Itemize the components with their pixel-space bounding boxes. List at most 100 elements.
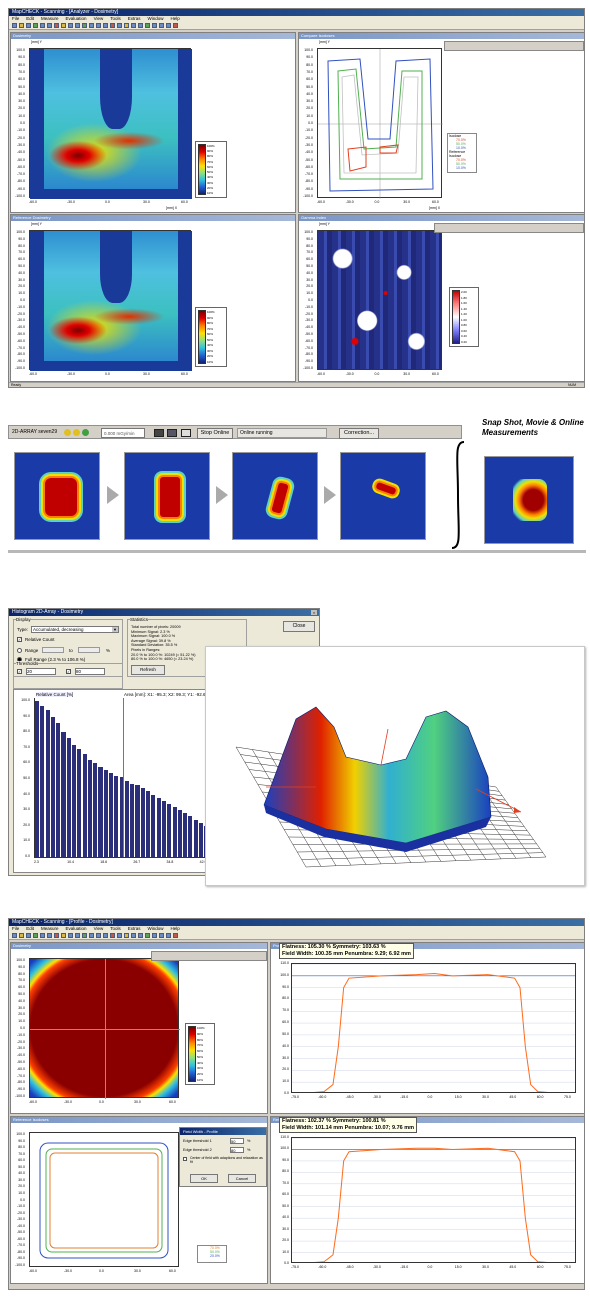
row2-input[interactable]: 80 [230, 1147, 244, 1153]
toolbar-button-icon[interactable] [166, 933, 171, 938]
cancel-button[interactable]: Cancel [228, 1174, 256, 1183]
toolbar-button-icon[interactable] [159, 23, 164, 28]
menu-item[interactable]: Help [170, 926, 180, 931]
menu-item[interactable]: View [93, 926, 104, 931]
toolbar-button-icon[interactable] [61, 933, 66, 938]
panel-reference-isodoses[interactable]: Reference Isodoses 100.0 90.0 80.0 70.0 60.0… [10, 1116, 268, 1284]
toolbar-button-icon[interactable] [145, 23, 150, 28]
pause-icon[interactable] [181, 429, 191, 437]
toolbar-button-icon[interactable] [33, 933, 38, 938]
top-controls[interactable] [151, 951, 267, 961]
toolbar-button-icon[interactable] [40, 23, 45, 28]
toolbar-button-icon[interactable] [110, 933, 115, 938]
snapshot-icon[interactable] [154, 429, 164, 437]
toolbar-button-icon[interactable] [54, 23, 59, 28]
top-controls[interactable] [434, 223, 584, 233]
panel-dosimetry[interactable]: Dosimetry [mm] Y 100.0 90.0 80.0 70.0 60.0 50… [10, 32, 296, 213]
panel-dosimetry[interactable]: Dosimetry 100.0 90.0 80.0 70.0 60.0 50.0 40.0 3… [10, 942, 268, 1114]
toolbar-button-icon[interactable] [26, 23, 31, 28]
menu-item[interactable]: Extras [127, 16, 141, 21]
top-controls[interactable] [444, 41, 584, 51]
toolbar-button-icon[interactable] [152, 23, 157, 28]
range-to-input[interactable] [78, 647, 100, 653]
close-button[interactable]: Close [283, 621, 315, 632]
toolbar-button-icon[interactable] [103, 933, 108, 938]
toolbar-button-icon[interactable] [131, 23, 136, 28]
toolbar-button-icon[interactable] [89, 23, 94, 28]
t1-checkbox[interactable]: ✓ [17, 669, 22, 674]
menu-item[interactable]: Evaluation [65, 16, 87, 21]
dose-rate-input[interactable]: 0.000 mGy/min [101, 428, 145, 438]
toolbar-button-icon[interactable] [47, 23, 52, 28]
toolbar-button-icon[interactable] [82, 933, 87, 938]
movie-icon[interactable] [167, 429, 177, 437]
toolbar-button-icon[interactable] [47, 933, 52, 938]
toolbar-button-icon[interactable] [82, 23, 87, 28]
toolbar-button-icon[interactable] [131, 933, 136, 938]
toolbar-button-icon[interactable] [96, 933, 101, 938]
menu-item[interactable]: Tools [110, 16, 121, 21]
toolbar-button-icon[interactable] [138, 23, 143, 28]
toolbar-button-icon[interactable] [145, 933, 150, 938]
t2-input[interactable]: 80 [75, 668, 105, 675]
toolbar-button-icon[interactable] [19, 23, 24, 28]
toolbar-button-icon[interactable] [26, 933, 31, 938]
range-from-input[interactable] [42, 647, 64, 653]
toolbar-button-icon[interactable] [173, 933, 178, 938]
menu-item[interactable]: Tools [110, 926, 121, 931]
type-select[interactable]: Accumulated, decreasing ▼ [31, 626, 119, 633]
toolbar-button-icon[interactable] [68, 23, 73, 28]
menu-item[interactable]: View [93, 16, 104, 21]
menu-item[interactable]: Help [170, 16, 180, 21]
panel-gamma-index[interactable]: Gamma Index [mm] Y 100.0 90.0 80.0 70.0 60.0… [298, 214, 584, 382]
menu-item[interactable]: Extras [127, 926, 141, 931]
refresh-button[interactable]: Refresh [131, 665, 165, 675]
menu-item[interactable]: Window [147, 926, 164, 931]
menu-item[interactable]: Window [147, 16, 164, 21]
toolbar-button-icon[interactable] [166, 23, 171, 28]
toolbar-button-icon[interactable] [117, 933, 122, 938]
range-radio[interactable] [17, 648, 22, 653]
toolbar-button-icon[interactable] [68, 933, 73, 938]
toolbar-button-icon[interactable] [54, 933, 59, 938]
toolbar-button-icon[interactable] [75, 23, 80, 28]
t2-checkbox[interactable]: ✓ [66, 669, 71, 674]
close-x-icon[interactable]: × [311, 610, 317, 615]
toolbar-button-icon[interactable] [124, 933, 129, 938]
toolbar-button-icon[interactable] [103, 23, 108, 28]
correction-button[interactable]: Correction... [339, 428, 379, 439]
menu-item[interactable]: Measure [41, 926, 59, 931]
toolbar-button-icon[interactable] [19, 933, 24, 938]
menu-item[interactable]: File [12, 16, 20, 21]
ok-button[interactable]: OK [190, 1174, 218, 1183]
center-checkbox[interactable] [183, 1157, 187, 1161]
toolbar-button-icon[interactable] [89, 933, 94, 938]
toolbar-button-icon[interactable] [159, 933, 164, 938]
panel-reference-dosimetry[interactable]: Reference Dosimetry [mm] Y 100.0 90.0 80.0… [10, 214, 296, 382]
toolbar-button-icon[interactable] [12, 23, 17, 28]
menu-item[interactable]: Evaluation [65, 926, 87, 931]
relative-count-checkbox[interactable]: ✓ [17, 637, 22, 642]
row1-input[interactable]: 50 [230, 1138, 244, 1144]
toolbar-button-icon[interactable] [117, 23, 122, 28]
stop-online-button[interactable]: Stop Online [197, 428, 233, 439]
toolbar-button-icon[interactable] [96, 23, 101, 28]
toolbar-button-icon[interactable] [138, 933, 143, 938]
menu-item[interactable]: Measure [41, 16, 59, 21]
menu-item[interactable]: Edit [26, 926, 35, 931]
panel-reference-profile[interactable]: Reference Profile Flatness: 102.37 % Sym… [270, 1116, 584, 1284]
toolbar-button-icon[interactable] [40, 933, 45, 938]
toolbar-button-icon[interactable] [173, 23, 178, 28]
menu-item[interactable]: File [12, 926, 20, 931]
toolbar-button-icon[interactable] [152, 933, 157, 938]
panel-compare-isodoses[interactable]: Compare Isodoses [mm] Y 100.0 90.0 80.0 70.… [298, 32, 584, 213]
toolbar-button-icon[interactable] [124, 23, 129, 28]
toolbar-button-icon[interactable] [75, 933, 80, 938]
toolbar-button-icon[interactable] [12, 933, 17, 938]
toolbar-button-icon[interactable] [33, 23, 38, 28]
toolbar-button-icon[interactable] [110, 23, 115, 28]
toolbar-button-icon[interactable] [61, 23, 66, 28]
t1-input[interactable]: 20 [26, 668, 56, 675]
panel-profile[interactable]: Profile Flatness: 105.30 % Symmetry: 103… [270, 942, 584, 1114]
menu-item[interactable]: Edit [26, 16, 35, 21]
